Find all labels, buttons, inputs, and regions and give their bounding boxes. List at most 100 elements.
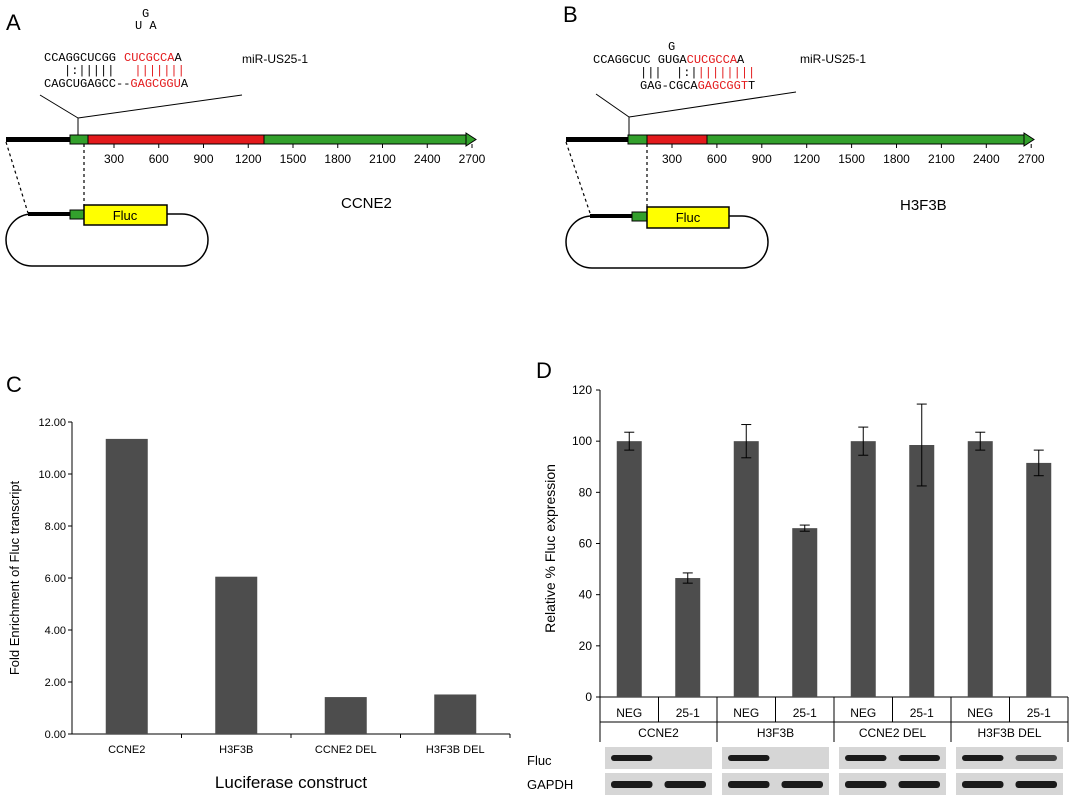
bar	[733, 441, 759, 697]
tick-label: 2400	[973, 152, 1000, 166]
y-tick-label: 6.00	[45, 573, 66, 585]
blot-strip-gapdh	[956, 773, 1063, 795]
tick-label: 1500	[838, 152, 865, 166]
mirna-label-a: miR-US25-1	[242, 52, 308, 66]
dash-left-a	[5, 141, 29, 214]
blot-band-gapdh	[1015, 781, 1057, 788]
bulge-top-b: G	[668, 40, 675, 54]
tick-label: 1500	[280, 152, 307, 166]
y-tick-label: 12.00	[38, 417, 66, 429]
x-subcategory-label: NEG	[733, 706, 759, 720]
blot-strip-gapdh	[839, 773, 946, 795]
y-tick-label: 0	[585, 690, 592, 704]
bar	[967, 441, 993, 697]
bar	[324, 697, 367, 734]
blot-band-gapdh	[962, 781, 1004, 788]
panel-letter-d: D	[536, 358, 552, 383]
tick-label: 2700	[459, 152, 486, 166]
seq-top-a: CCAGGCUCGG CUCGCCAA	[44, 51, 182, 65]
seq-bottom-a: CAGCUGAGCC--GAGCGGUA	[44, 77, 189, 91]
plasmid-utr-b	[631, 211, 648, 222]
y-tick-label: 80	[579, 485, 593, 499]
utr5-a	[69, 134, 89, 145]
y-tick-label: 10.00	[38, 469, 66, 481]
gene-label-b: H3F3B	[900, 197, 947, 214]
x-group-label: CCNE2	[638, 726, 679, 740]
bar	[792, 528, 818, 697]
tick-label: 1800	[883, 152, 910, 166]
tick-label: 2100	[369, 152, 396, 166]
blot-band-fluc	[611, 755, 653, 761]
x-tick-label: CCNE2	[108, 744, 145, 756]
callout-right-a	[77, 94, 243, 119]
bar	[909, 445, 935, 697]
axis-ticks-a: 300 600 900 1200 1500 1800 2100 2400 2700	[104, 144, 486, 166]
panel-letter-a: A	[6, 10, 21, 35]
y-tick-label: 2.00	[45, 677, 66, 689]
blot-band-fluc	[962, 755, 1004, 761]
tick-label: 900	[193, 152, 213, 166]
bar	[215, 576, 258, 734]
panel-a: A G U A CCAGGCUCGG CUCGCCAA |:||||| ||||||…	[5, 7, 486, 267]
bar	[105, 438, 148, 734]
tick-label: 2100	[928, 152, 955, 166]
panel-b: B G CCAGGCUC GUGACUCGCCAA ||| |:||||||||…	[563, 2, 1045, 269]
arrowhead-b	[1023, 132, 1035, 147]
gene-label-a: CCNE2	[341, 195, 392, 212]
blot-band-gapdh	[611, 781, 653, 788]
promoter-bar-a	[6, 137, 70, 142]
fluc-box-a	[83, 204, 168, 226]
blot-band-gapdh	[898, 781, 940, 788]
y-tick-label: 4.00	[45, 625, 66, 637]
x-subcategory-label: 25-1	[1027, 706, 1051, 720]
panel-c: C 0.00 2.00 4.00 6.00 8.00 10.00 12.00 CCNE2 H3F…	[6, 372, 511, 792]
x-subcategory-label: NEG	[850, 706, 876, 720]
panel-letter-b: B	[563, 2, 578, 27]
tick-label: 1200	[793, 152, 820, 166]
plasmid-promoter-a	[28, 212, 72, 216]
blot-strip-gapdh	[605, 773, 712, 795]
x-subcategory-label: 25-1	[910, 706, 934, 720]
x-subcategory-label: 25-1	[676, 706, 700, 720]
alignment-a: G U A CCAGGCUCGG CUCGCCAA |:||||| ||||||| …	[44, 7, 189, 91]
bar	[675, 578, 701, 697]
cds-b	[646, 134, 708, 145]
y-tick-label: 120	[572, 383, 592, 397]
bar	[434, 694, 477, 734]
cds-a	[87, 134, 265, 145]
y-tick-label: 60	[579, 537, 593, 551]
tick-label: 600	[707, 152, 727, 166]
mirna-label-b: miR-US25-1	[800, 52, 866, 66]
x-group-label: CCNE2 DEL	[859, 726, 927, 740]
blot-band-gapdh	[781, 781, 823, 788]
seq-top-b: CCAGGCUC GUGACUCGCCAA	[593, 53, 745, 67]
bar	[616, 441, 642, 697]
x-subcategory-label: NEG	[967, 706, 993, 720]
blot-label-gapdh: GAPDH	[527, 777, 573, 792]
arrowhead-a	[465, 132, 477, 147]
x-tick-label: H3F3B DEL	[426, 744, 485, 756]
y-axis-label: Fold Enrichment of Fluc transcript	[7, 480, 22, 675]
pairs-b: ||| |:|||||||||	[640, 66, 755, 80]
y-axis-label: Relative % Fluc expression	[542, 464, 558, 633]
chart-fold-enrichment: 0.00 2.00 4.00 6.00 8.00 10.00 12.00 CCNE2 H3F3B…	[7, 417, 511, 792]
seq-bottom-b: GAG-CGCAGAGCGGTT	[640, 79, 755, 93]
callout-left-b	[595, 93, 630, 118]
panel-letter-c: C	[6, 372, 22, 397]
tick-label: 600	[149, 152, 169, 166]
blot-label-fluc: Fluc	[527, 753, 552, 768]
y-tick-label: 100	[572, 434, 592, 448]
y-tick-label: 40	[579, 588, 593, 602]
tick-label: 2700	[1018, 152, 1045, 166]
x-tick-label: H3F3B	[219, 744, 253, 756]
tick-label: 1200	[235, 152, 262, 166]
x-subcategory-label: NEG	[616, 706, 642, 720]
fluc-box-b	[646, 206, 730, 229]
tick-label: 2400	[414, 152, 441, 166]
axis-ticks-b: 300 600 900 1200 1500 1800 2100 2400 2700	[662, 144, 1045, 166]
fluc-label-b: Fluc	[676, 210, 701, 225]
bar	[1026, 462, 1052, 697]
y-tick-label: 0.00	[45, 729, 66, 741]
blot-band-fluc	[898, 755, 940, 761]
y-tick-label: 8.00	[45, 521, 66, 533]
